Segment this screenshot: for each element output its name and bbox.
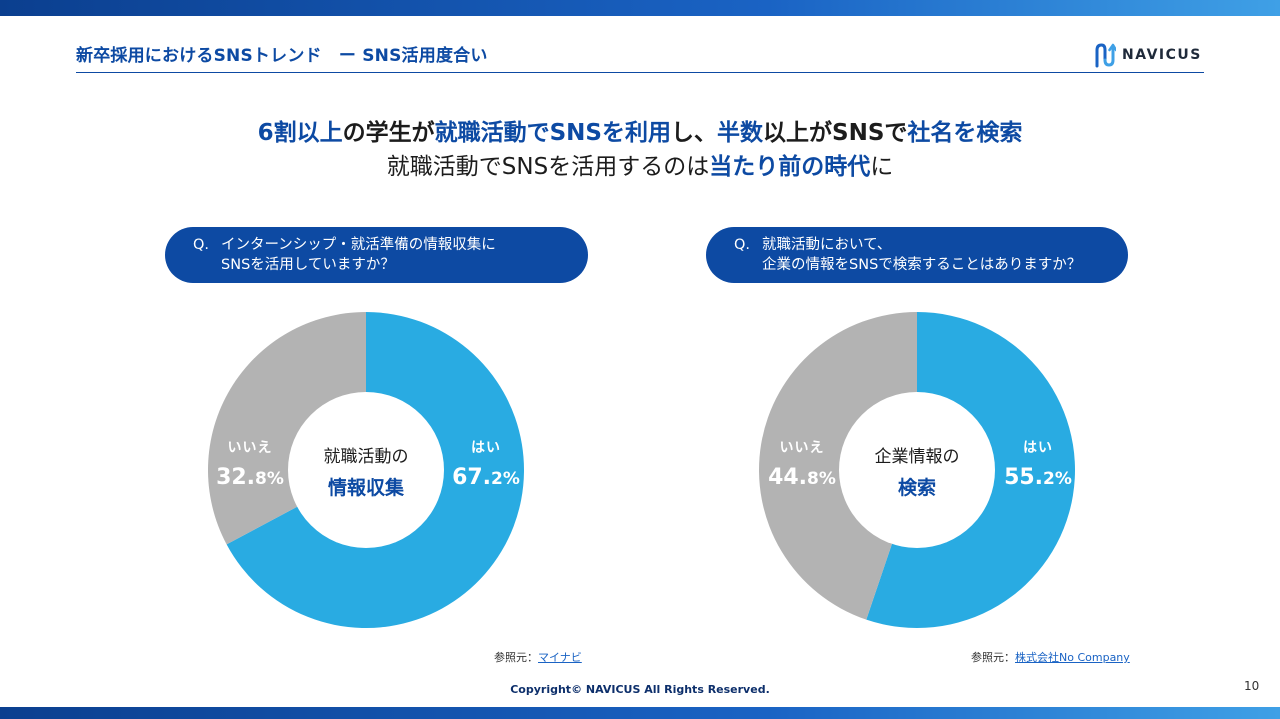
yes-value: 67.2% bbox=[446, 465, 526, 490]
no-value-dec: 8% bbox=[255, 469, 284, 489]
donut-chart-left bbox=[206, 310, 526, 630]
donut-center-label-right: 企業情報の 検索 bbox=[837, 390, 997, 500]
yes-label-left: はい 67.2% bbox=[446, 437, 526, 490]
no-value: 32.8% bbox=[210, 465, 290, 490]
question-bubble-right: Q. 就職活動において、 企業の情報をSNSで検索することはありますか？ bbox=[706, 227, 1128, 283]
question-prefix: Q. bbox=[193, 237, 210, 253]
donut-center-label-left: 就職活動の 情報収集 bbox=[286, 390, 446, 500]
yes-value-int: 67. bbox=[452, 465, 492, 490]
no-label-text: いいえ bbox=[779, 440, 825, 456]
yes-value-int: 55. bbox=[1004, 465, 1044, 490]
donut-chart-left-svg bbox=[208, 312, 524, 628]
navicus-logo-icon bbox=[1095, 43, 1116, 68]
source-prefix: 参照元： bbox=[494, 651, 538, 664]
yes-value-dec: 2% bbox=[491, 469, 520, 489]
headline-segment: 就職活動でSNSを利用 bbox=[434, 120, 671, 146]
yes-label-right: はい 55.2% bbox=[998, 437, 1078, 490]
center-label-top: 企業情報の bbox=[874, 447, 960, 467]
yes-value: 55.2% bbox=[998, 465, 1078, 490]
question-text-line-2: 企業の情報をSNSで検索することはありますか？ bbox=[762, 257, 1082, 273]
question-text-line-1: インターンシップ・就活準備の情報収集に bbox=[221, 237, 496, 253]
headline-segment: 6割以上 bbox=[257, 120, 343, 146]
no-value-dec: 8% bbox=[807, 469, 836, 489]
headline-segment: 当たり前の時代 bbox=[709, 154, 871, 180]
source-prefix: 参照元： bbox=[971, 651, 1015, 664]
no-value: 44.8% bbox=[762, 465, 842, 490]
copyright-footer: Copyright© NAVICUS All Rights Reserved. bbox=[510, 683, 770, 696]
no-label-left: いいえ 32.8% bbox=[210, 437, 290, 490]
headline-segment: 以上がSNSで bbox=[763, 120, 908, 146]
donut-chart-right bbox=[757, 310, 1077, 630]
donut-hole bbox=[288, 392, 444, 548]
donut-hole bbox=[839, 392, 995, 548]
headline-segment: の学生が bbox=[342, 120, 435, 146]
question-bubble-left: Q. インターンシップ・就活準備の情報収集に SNSを活用していますか？ bbox=[165, 227, 588, 283]
title-divider bbox=[76, 72, 1204, 73]
center-label-bottom: 検索 bbox=[897, 477, 936, 499]
headline-line-2: 就職活動でSNSを活用するのは当たり前の時代に bbox=[0, 147, 1280, 181]
question-text-line-2: SNSを活用していますか？ bbox=[221, 257, 395, 273]
no-value-int: 32. bbox=[216, 465, 256, 490]
headline-segment: し、 bbox=[671, 120, 717, 146]
source-citation-right: 参照元：株式会社No Company bbox=[971, 649, 1130, 665]
headline-segment: 社名を検索 bbox=[907, 120, 1023, 146]
no-label-right: いいえ 44.8% bbox=[762, 437, 842, 490]
question-prefix: Q. bbox=[734, 237, 751, 253]
headline-segment: に bbox=[870, 154, 894, 180]
logo-text: NAVICUS bbox=[1122, 47, 1202, 63]
no-value-int: 44. bbox=[768, 465, 808, 490]
page-number: 10 bbox=[1244, 679, 1260, 693]
source-link[interactable]: 株式会社No Company bbox=[1015, 651, 1130, 664]
headline-line-1: 6割以上の学生が就職活動でSNSを利用し、半数以上がSNSで社名を検索 bbox=[0, 113, 1280, 147]
donut-chart-right-svg bbox=[759, 312, 1075, 628]
navicus-logo: NAVICUS bbox=[1094, 42, 1202, 68]
yes-label-text: はい bbox=[471, 440, 501, 456]
yes-value-dec: 2% bbox=[1043, 469, 1072, 489]
bottom-accent-bar bbox=[0, 707, 1280, 719]
headline-segment: 就職活動でSNSを活用するのは bbox=[386, 154, 710, 180]
slice-no bbox=[759, 312, 917, 620]
page-title: 新卒採用におけるSNSトレンド ー SNS活用度合い bbox=[76, 46, 488, 66]
headline-segment: 半数 bbox=[717, 120, 763, 146]
yes-label-text: はい bbox=[1023, 440, 1053, 456]
top-accent-bar bbox=[0, 0, 1280, 16]
no-label-text: いいえ bbox=[227, 440, 273, 456]
center-label-bottom: 情報収集 bbox=[327, 477, 404, 499]
center-label-top: 就職活動の bbox=[323, 447, 409, 467]
question-text-line-1: 就職活動において、 bbox=[762, 237, 892, 253]
source-citation-left: 参照元：マイナビ bbox=[494, 649, 582, 665]
source-link[interactable]: マイナビ bbox=[538, 651, 582, 664]
